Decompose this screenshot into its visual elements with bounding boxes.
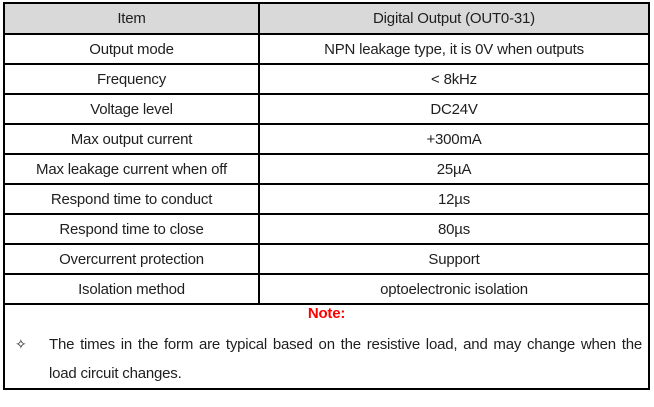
value-cell: DC24V <box>258 93 650 125</box>
value-cell: NPN leakage type, it is 0V when outputs <box>258 33 650 65</box>
value-cell: +300mA <box>258 123 650 155</box>
item-cell: Max leakage current when off <box>3 153 260 185</box>
value-cell: < 8kHz <box>258 63 650 95</box>
table-row: Respond time to close 80µs <box>3 213 650 245</box>
note-list-item: ✧ The times in the form are typical base… <box>9 330 644 388</box>
value-cell: Support <box>258 243 650 275</box>
table-row: Max output current +300mA <box>3 123 650 155</box>
table-row: Output mode NPN leakage type, it is 0V w… <box>3 33 650 65</box>
note-row: Note: ✧ The times in the form are typica… <box>3 303 650 390</box>
value-cell: 12µs <box>258 183 650 215</box>
value-cell: optoelectronic isolation <box>258 273 650 305</box>
item-cell: Respond time to conduct <box>3 183 260 215</box>
table-row: Isolation method optoelectronic isolatio… <box>3 273 650 305</box>
header-value-cell: Digital Output (OUT0-31) <box>258 2 650 35</box>
item-cell: Frequency <box>3 63 260 95</box>
value-cell: 25µA <box>258 153 650 185</box>
item-cell: Max output current <box>3 123 260 155</box>
table-row: Respond time to conduct 12µs <box>3 183 650 215</box>
table-row: Overcurrent protection Support <box>3 243 650 275</box>
table-row: Voltage level DC24V <box>3 93 650 125</box>
item-cell: Voltage level <box>3 93 260 125</box>
value-cell: 80µs <box>258 213 650 245</box>
table-row: Max leakage current when off 25µA <box>3 153 650 185</box>
header-item-cell: Item <box>3 2 260 35</box>
item-cell: Overcurrent protection <box>3 243 260 275</box>
table-header-row: Item Digital Output (OUT0-31) <box>3 2 650 35</box>
item-cell: Isolation method <box>3 273 260 305</box>
note-section: Note: ✧ The times in the form are typica… <box>3 303 650 390</box>
table-row: Frequency < 8kHz <box>3 63 650 95</box>
digital-output-spec-table: Item Digital Output (OUT0-31) Output mod… <box>3 2 650 390</box>
diamond-bullet-icon: ✧ <box>15 336 27 352</box>
note-text: The times in the form are typical based … <box>49 336 642 382</box>
item-cell: Respond time to close <box>3 213 260 245</box>
item-cell: Output mode <box>3 33 260 65</box>
note-label: Note: <box>307 305 346 322</box>
